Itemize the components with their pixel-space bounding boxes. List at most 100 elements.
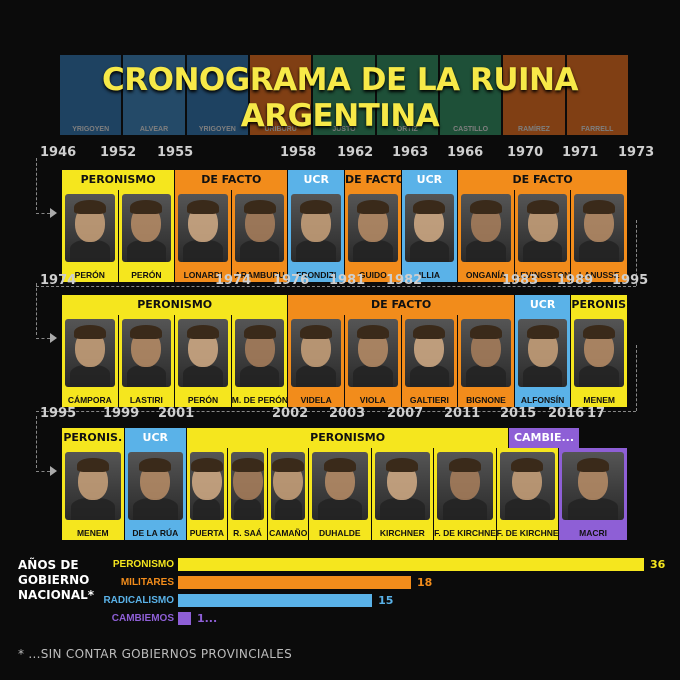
portrait-body bbox=[133, 498, 178, 520]
year-label: 1999 bbox=[103, 406, 140, 421]
portrait-body bbox=[126, 240, 167, 262]
portrait-hair bbox=[583, 200, 616, 214]
portrait-hair bbox=[243, 325, 276, 339]
party-segment: PERONIS. bbox=[571, 295, 627, 315]
portrait-photo bbox=[291, 319, 341, 387]
portrait-body bbox=[317, 498, 363, 520]
president-name: PUERTA bbox=[189, 528, 225, 538]
background-president-cell: ORTIZ bbox=[376, 55, 438, 135]
portrait-hair bbox=[526, 325, 559, 339]
background-president-cell: YRIGOYEN bbox=[186, 55, 248, 135]
president-portrait: LONARDI bbox=[175, 190, 231, 282]
portrait-photo bbox=[178, 194, 228, 262]
president-name: MENEM bbox=[76, 528, 109, 538]
president-portrait: BIGNONE bbox=[458, 315, 514, 407]
president-portrait: MENEM bbox=[571, 315, 627, 407]
president-name: FRONDIZI bbox=[296, 270, 337, 280]
portrait-body bbox=[380, 498, 425, 520]
president-portrait: GALTIERI bbox=[401, 315, 458, 407]
portrait-body bbox=[70, 498, 115, 520]
party-segment: DE FACTO bbox=[345, 170, 401, 190]
legend-bar-label: RADICALISMO bbox=[103, 595, 174, 606]
legend-bar bbox=[178, 558, 644, 571]
president-name: LEVINGSTON bbox=[515, 270, 571, 280]
president-name: LONARDI bbox=[183, 270, 223, 280]
background-president-name: ORTIZ bbox=[396, 126, 418, 133]
background-president-cell: FARRELL bbox=[566, 55, 628, 135]
party-segment: UCR bbox=[514, 295, 571, 315]
row-connector bbox=[636, 220, 637, 286]
row-connector bbox=[36, 283, 37, 335]
portrait-hair bbox=[139, 458, 172, 472]
president-portrait: KIRCHNER bbox=[371, 448, 434, 540]
legend-bar-value: 18 bbox=[417, 576, 433, 589]
legend-title-line: AÑOS DE bbox=[18, 558, 79, 572]
president-portrait: MACRI bbox=[559, 448, 627, 540]
president-portrait: ILLIA bbox=[401, 190, 458, 282]
president-portrait: LEVINGSTON bbox=[514, 190, 571, 282]
portrait-photo bbox=[312, 452, 368, 520]
portrait-hair bbox=[186, 325, 219, 339]
background-president-name: URIBURU bbox=[264, 126, 297, 133]
president-portrait: DE LA RÚA bbox=[124, 448, 187, 540]
portrait-hair bbox=[526, 200, 559, 214]
portrait-photo bbox=[178, 319, 228, 387]
president-name: R. SAÁ bbox=[233, 528, 262, 538]
president-portrait: PERÓN bbox=[62, 190, 118, 282]
year-label: 1963 bbox=[392, 145, 429, 160]
background-president-strip: YRIGOYEN ALVEAR YRIGOYEN URIBURU JUSTO ORTIZ C… bbox=[60, 55, 630, 135]
timeline-row: MENEM DE LA RÚA PUERTA R. SAÁ CAMAÑO DUHALDE K… bbox=[62, 428, 628, 540]
president-name: PERÓN bbox=[131, 270, 162, 280]
portrait-hair bbox=[323, 458, 356, 472]
portrait-body bbox=[409, 240, 450, 262]
president-name: MACRI bbox=[579, 528, 608, 538]
portrait-hair bbox=[272, 458, 305, 472]
president-portrait: R. SAÁ bbox=[227, 448, 268, 540]
party-segment: PERONISMO bbox=[187, 428, 509, 448]
timeline-row: CÁMPORA LASTIRI PERÓN M. DE PERÓN VIDELA VIOL… bbox=[62, 295, 628, 407]
portrait-hair bbox=[231, 458, 264, 472]
portrait-body bbox=[296, 365, 337, 387]
portrait-photo bbox=[348, 194, 398, 262]
portrait-body bbox=[274, 498, 302, 520]
portrait-hair bbox=[76, 458, 109, 472]
portrait-photo bbox=[348, 319, 398, 387]
background-president-name: JUSTO bbox=[332, 126, 356, 133]
portrait-body bbox=[352, 240, 393, 262]
legend-bar bbox=[178, 576, 411, 589]
party-segment: CAMBIE... bbox=[509, 428, 579, 448]
timeline-row: PERÓN PERÓN LONARDI ARAMBURU FRONDIZI GUIDO IL… bbox=[62, 170, 628, 282]
portrait-body bbox=[409, 365, 450, 387]
portrait-photo bbox=[65, 194, 115, 262]
president-portrait: PUERTA bbox=[187, 448, 227, 540]
year-row: 1974 1974 1976 1981 1982 1983 1989 1995 bbox=[0, 273, 680, 293]
party-segment: DE FACTO bbox=[458, 170, 627, 190]
portrait-body bbox=[234, 498, 262, 520]
background-president-name: YRIGOYEN bbox=[72, 126, 110, 133]
party-segment: UCR bbox=[124, 428, 187, 448]
portrait-hair bbox=[386, 458, 419, 472]
portrait-photo bbox=[574, 319, 624, 387]
president-portrait: CAMAÑO bbox=[268, 448, 309, 540]
portrait-body bbox=[579, 365, 620, 387]
president-name: VIDELA bbox=[300, 395, 332, 405]
legend-bar bbox=[178, 612, 191, 625]
row-arrow bbox=[50, 333, 57, 343]
background-president-cell: ALVEAR bbox=[123, 55, 185, 135]
year-label: 1974 bbox=[40, 273, 77, 288]
portrait-body bbox=[505, 498, 550, 520]
president-name: F. DE KIRCHNER bbox=[434, 528, 503, 538]
president-name: MENEM bbox=[583, 395, 615, 405]
president-name: GUIDO bbox=[358, 270, 387, 280]
president-portrait: F. DE KIRCHNER bbox=[496, 448, 565, 540]
portrait-photo bbox=[127, 452, 184, 520]
year-label: 1981 bbox=[329, 273, 366, 288]
year-label: 1973 bbox=[618, 145, 655, 160]
president-name: DE LA RÚA bbox=[132, 528, 179, 538]
background-president-name: RAMÍREZ bbox=[518, 126, 550, 133]
portrait-photo bbox=[65, 452, 121, 520]
president-name: ARAMBURU bbox=[234, 270, 285, 280]
president-name: GALTIERI bbox=[409, 395, 449, 405]
legend-title-line: GOBIERNO bbox=[18, 573, 90, 587]
row-connector bbox=[36, 416, 37, 468]
